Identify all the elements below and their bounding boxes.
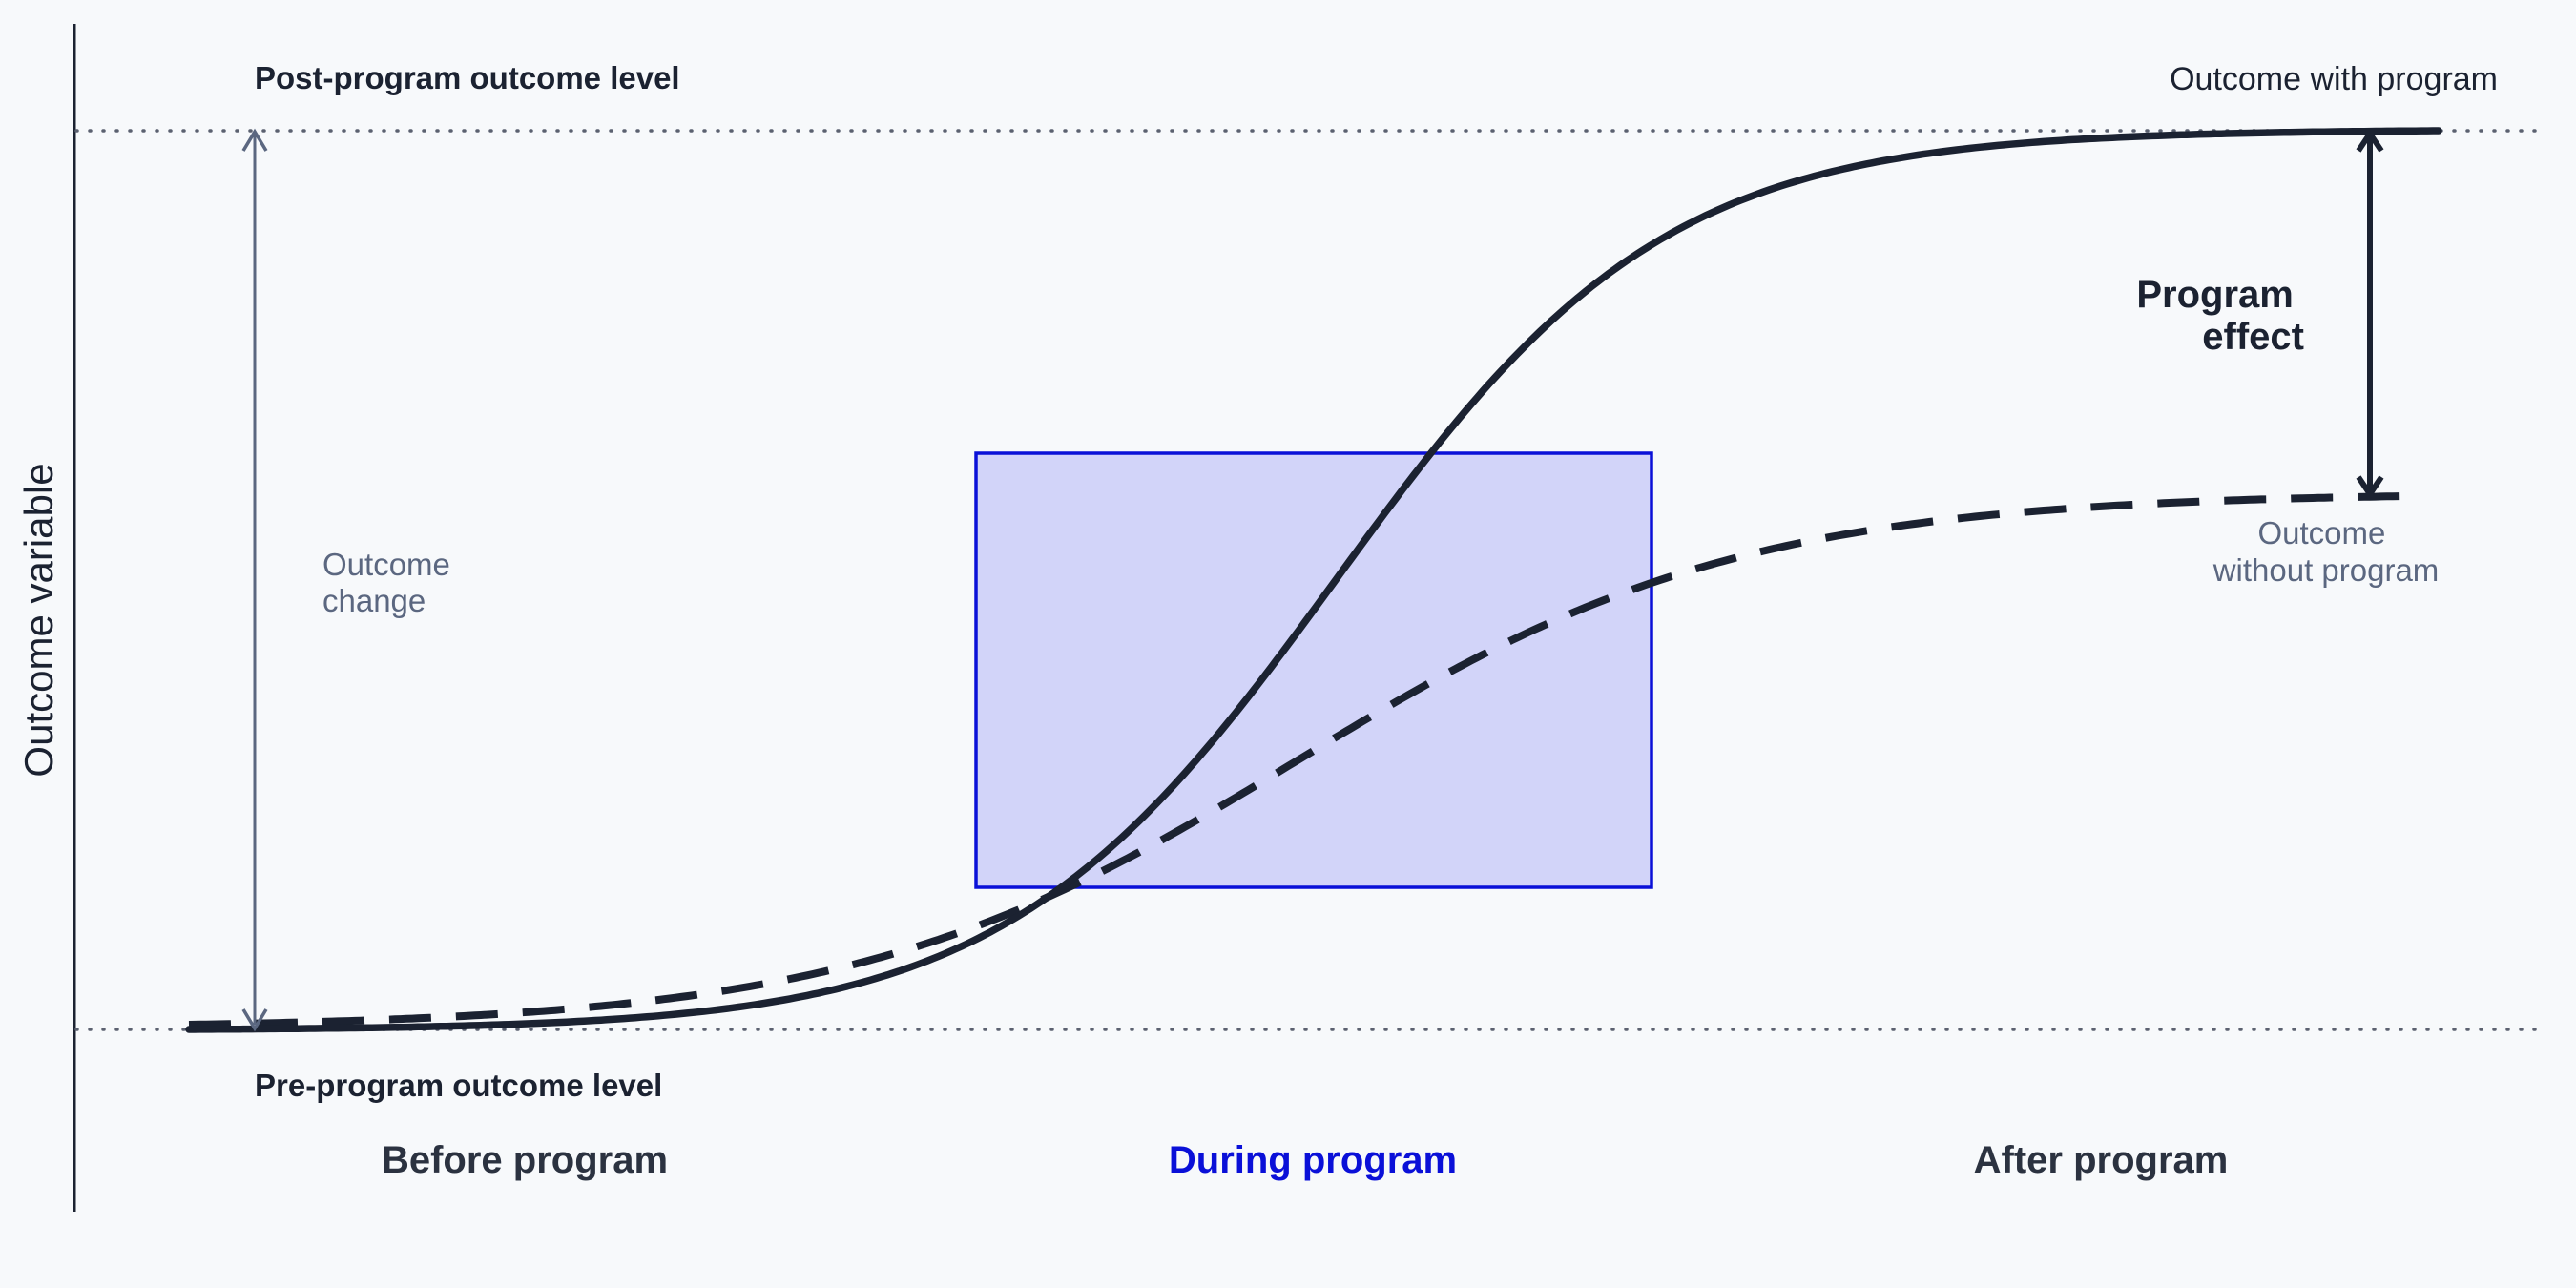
phase-during-label: During program	[1169, 1139, 1457, 1181]
outcome-change-label: Outcome change	[322, 547, 459, 618]
outcome-change-arrow	[241, 128, 268, 1032]
outcome-with-program-label: Outcome with program	[2170, 61, 2498, 97]
phase-before-label: Before program	[382, 1139, 668, 1181]
program-period-box	[974, 451, 1653, 889]
y-axis-label: Outcome variable	[16, 463, 61, 777]
outcome-with-program-curve	[185, 127, 2442, 1033]
program-effect-arrow	[2356, 128, 2384, 500]
outcome-without-program-label: Outcome without program	[2212, 515, 2440, 588]
program-effect-label: Program effect	[2136, 274, 2304, 358]
outcome-without-program-curve	[188, 492, 2405, 1028]
post-program-level-label: Post-program outcome level	[255, 60, 680, 95]
pre-program-level-label: Pre-program outcome level	[255, 1068, 662, 1103]
phase-after-label: After program	[1974, 1139, 2229, 1181]
